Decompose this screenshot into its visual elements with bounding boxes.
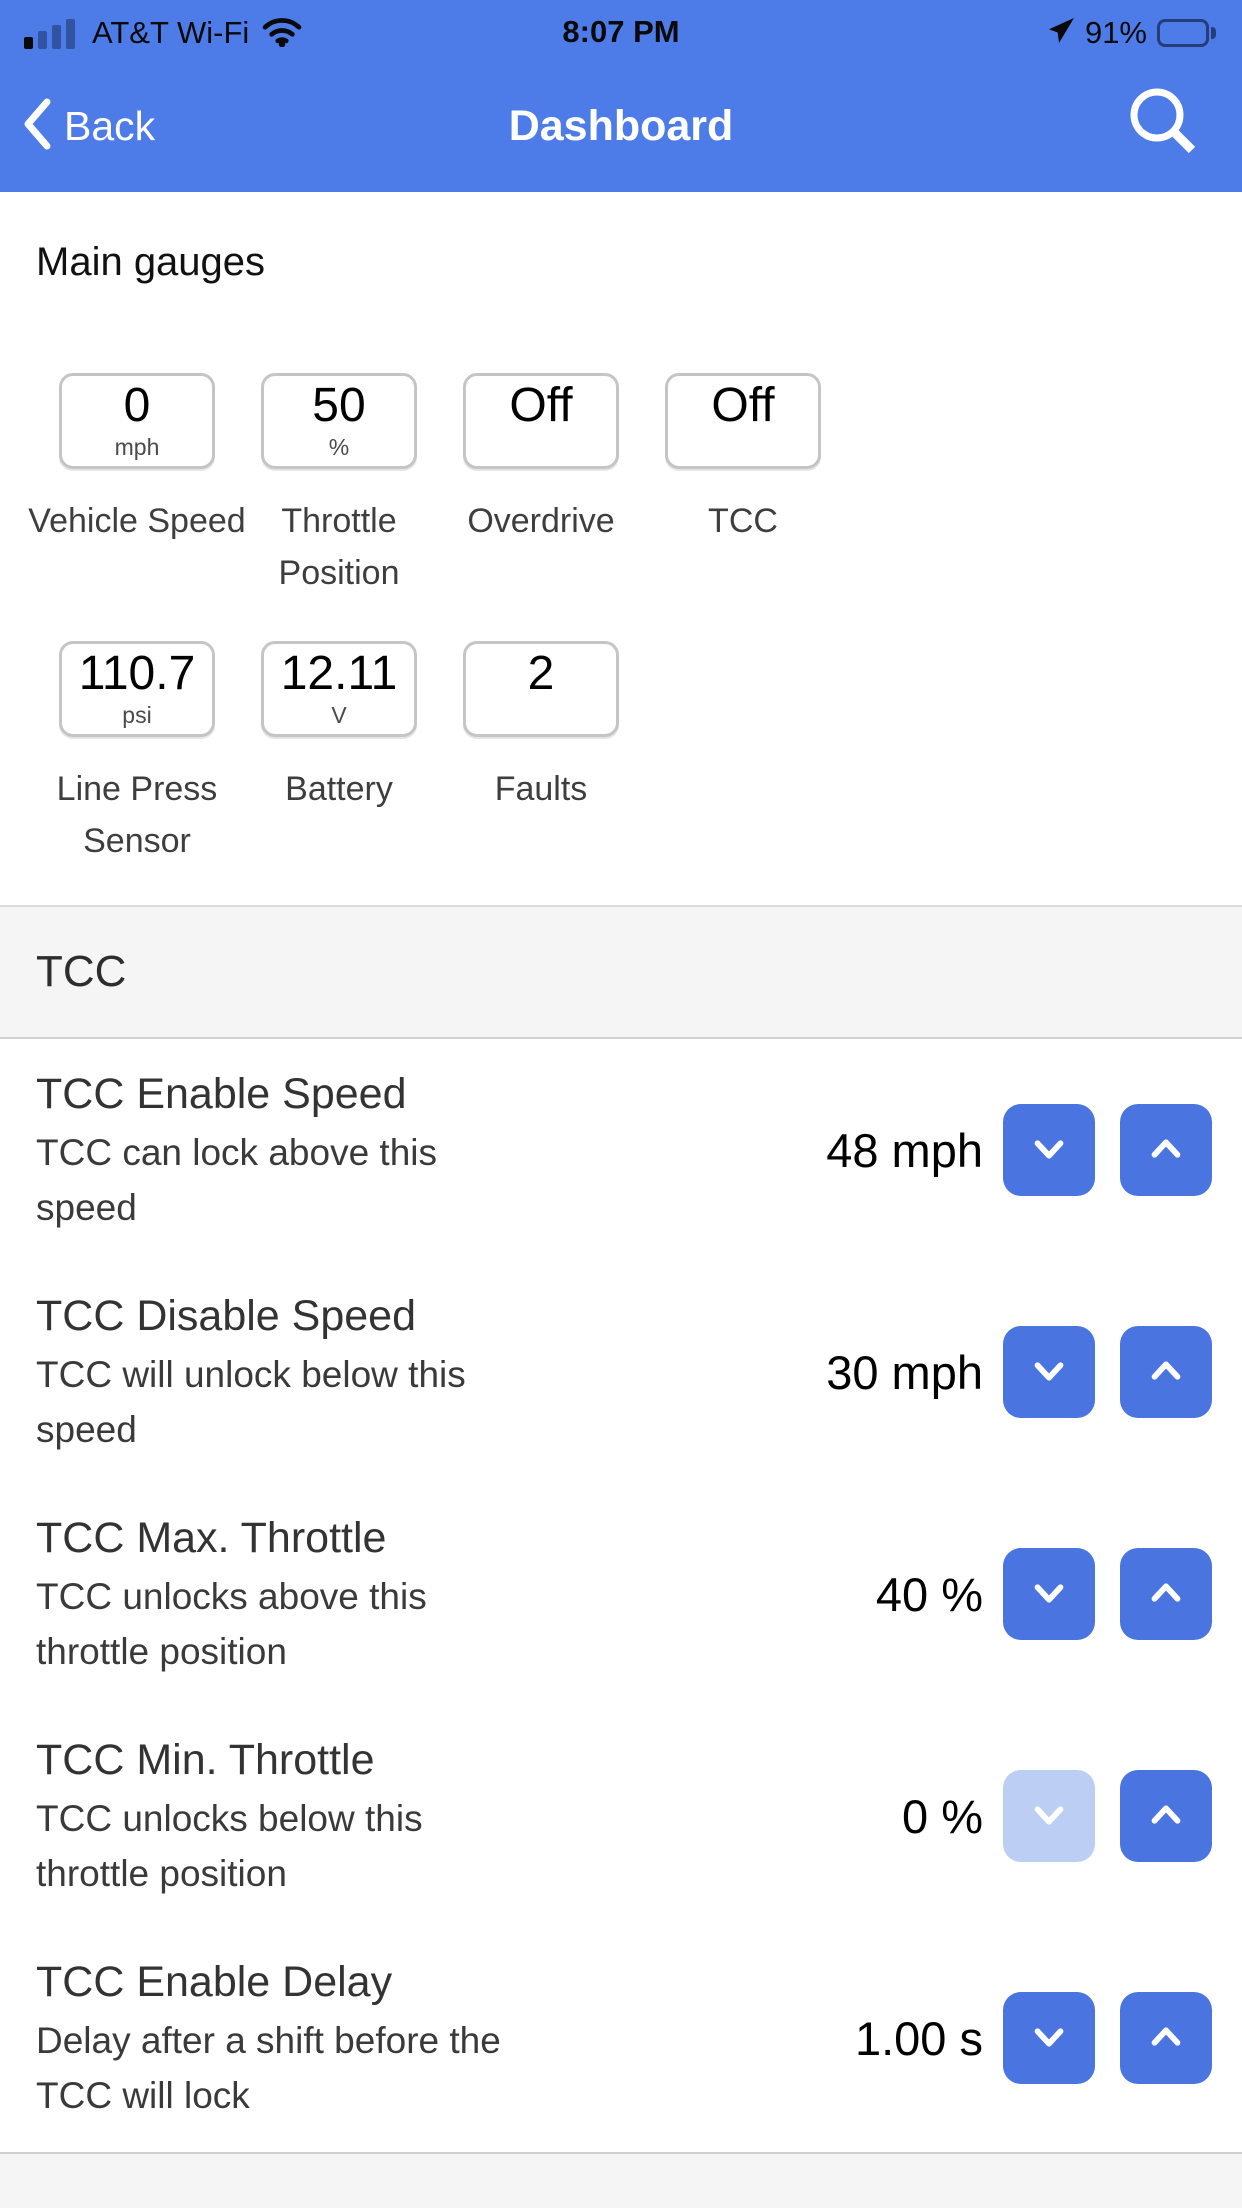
decrement-button-disabled[interactable] bbox=[1003, 1770, 1095, 1862]
decrement-button[interactable] bbox=[1003, 1548, 1095, 1640]
gauge-value: Off bbox=[711, 379, 775, 432]
gauge-battery: 12.11 V Battery bbox=[238, 641, 440, 867]
gauge-faults: 2 Faults bbox=[440, 641, 642, 867]
gauge-label: Line Press Sensor bbox=[56, 770, 218, 860]
gauge-unit: mph bbox=[114, 434, 160, 460]
setting-title: TCC Max. Throttle bbox=[36, 1514, 387, 1562]
location-arrow-icon bbox=[1048, 17, 1075, 49]
page-title: Dashboard bbox=[508, 101, 734, 150]
chevron-up-icon bbox=[1143, 2014, 1189, 2063]
wifi-icon bbox=[261, 15, 303, 52]
back-button[interactable]: Back bbox=[22, 97, 155, 156]
gauge-grid: 0 mph Vehicle Speed 50 % Throttle Positi… bbox=[0, 373, 1242, 867]
battery-icon bbox=[1157, 19, 1216, 47]
status-bar: AT&T Wi-Fi 8:07 PM 91% bbox=[0, 0, 1242, 60]
carrier-label: AT&T Wi-Fi bbox=[92, 15, 250, 50]
gauge-box: 0 mph bbox=[59, 373, 215, 469]
gauge-vehicle-speed: 0 mph Vehicle Speed bbox=[28, 373, 246, 599]
chevron-down-icon bbox=[1026, 1570, 1072, 1619]
chevron-down-icon bbox=[1026, 1792, 1072, 1841]
gauge-unit: % bbox=[328, 434, 350, 460]
chevron-up-icon bbox=[1143, 1792, 1189, 1841]
setting-description: Delay after a shift before the TCC will … bbox=[36, 2020, 501, 2116]
chevron-up-icon bbox=[1143, 1348, 1189, 1397]
gauge-value: 110.7 bbox=[78, 647, 196, 700]
setting-row-tcc-disable-speed: TCC Disable Speed TCC will unlock below … bbox=[0, 1261, 1242, 1483]
setting-description: TCC will unlock below this speed bbox=[36, 1354, 466, 1450]
increment-button[interactable] bbox=[1120, 1548, 1212, 1640]
setting-row-tcc-enable-speed: TCC Enable Speed TCC can lock above this… bbox=[0, 1039, 1242, 1261]
decrement-button[interactable] bbox=[1003, 1326, 1095, 1418]
gauge-throttle-position: 50 % Throttle Position bbox=[238, 373, 440, 599]
cellular-signal-icon bbox=[24, 17, 80, 49]
gauge-box: 110.7 psi bbox=[59, 641, 215, 737]
gauge-value: 0 bbox=[123, 379, 151, 432]
gauge-box: 12.11 V bbox=[261, 641, 417, 737]
setting-value: 0 % bbox=[902, 1789, 983, 1843]
setting-row-tcc-enable-delay: TCC Enable Delay Delay after a shift bef… bbox=[0, 1927, 1242, 2149]
setting-title: TCC Min. Throttle bbox=[36, 1736, 375, 1784]
decrement-button[interactable] bbox=[1003, 1104, 1095, 1196]
search-button[interactable] bbox=[1126, 84, 1200, 163]
setting-description: TCC unlocks above this throttle position bbox=[36, 1576, 427, 1672]
gauge-unit: V bbox=[331, 702, 347, 728]
gauge-label: Vehicle Speed bbox=[28, 502, 246, 540]
setting-value: 1.00 s bbox=[854, 2011, 983, 2065]
gauge-value: 50 bbox=[312, 379, 366, 432]
setting-description: TCC unlocks below this throttle position bbox=[36, 1798, 423, 1894]
next-section-band bbox=[0, 2152, 1242, 2208]
gauge-overdrive: Off Overdrive bbox=[440, 373, 642, 599]
gauge-value: 12.11 bbox=[280, 647, 398, 700]
chevron-down-icon bbox=[1026, 1126, 1072, 1175]
back-button-label: Back bbox=[64, 102, 156, 149]
gauge-box: 50 % bbox=[261, 373, 417, 469]
setting-row-tcc-min-throttle: TCC Min. Throttle TCC unlocks below this… bbox=[0, 1705, 1242, 1927]
gauge-box: 2 bbox=[463, 641, 619, 737]
setting-value: 48 mph bbox=[826, 1123, 983, 1177]
gauge-unit: psi bbox=[122, 702, 152, 728]
setting-value: 30 mph bbox=[826, 1345, 983, 1399]
setting-title: TCC Enable Speed bbox=[36, 1070, 407, 1118]
top-chrome: AT&T Wi-Fi 8:07 PM 91% bbox=[0, 0, 1242, 192]
gauge-label: Throttle Position bbox=[278, 502, 400, 592]
tcc-section-header: TCC bbox=[0, 905, 1242, 1039]
gauge-box: Off bbox=[463, 373, 619, 469]
status-right: 91% bbox=[1048, 15, 1216, 51]
increment-button[interactable] bbox=[1120, 1992, 1212, 2084]
chevron-up-icon bbox=[1143, 1126, 1189, 1175]
increment-button[interactable] bbox=[1120, 1326, 1212, 1418]
setting-title: TCC Disable Speed bbox=[36, 1292, 417, 1340]
gauge-tcc: Off TCC bbox=[642, 373, 844, 599]
chevron-down-icon bbox=[1026, 2014, 1072, 2063]
decrement-button[interactable] bbox=[1003, 1992, 1095, 2084]
search-icon bbox=[1126, 88, 1200, 162]
gauge-label: Faults bbox=[494, 770, 588, 808]
gauge-value: 2 bbox=[527, 647, 555, 700]
status-left: AT&T Wi-Fi bbox=[24, 15, 303, 52]
chevron-down-icon bbox=[1026, 1348, 1072, 1397]
chevron-left-icon bbox=[22, 97, 52, 156]
setting-title: TCC Enable Delay bbox=[36, 1958, 393, 2006]
gauge-label: Overdrive bbox=[467, 502, 615, 540]
gauge-line-press-sensor: 110.7 psi Line Press Sensor bbox=[36, 641, 238, 867]
setting-description: TCC can lock above this speed bbox=[36, 1132, 438, 1228]
gauge-label: Battery bbox=[285, 770, 393, 808]
increment-button[interactable] bbox=[1120, 1104, 1212, 1196]
increment-button[interactable] bbox=[1120, 1770, 1212, 1862]
gauge-box: Off bbox=[665, 373, 821, 469]
gauge-value: Off bbox=[509, 379, 573, 432]
chevron-up-icon bbox=[1143, 1570, 1189, 1619]
battery-percent-label: 91% bbox=[1084, 15, 1147, 50]
nav-bar: Back Dashboard bbox=[0, 60, 1242, 192]
gauge-label: TCC bbox=[708, 502, 778, 540]
setting-row-tcc-max-throttle: TCC Max. Throttle TCC unlocks above this… bbox=[0, 1483, 1242, 1705]
setting-value: 40 % bbox=[875, 1567, 983, 1621]
gauges-section-title: Main gauges bbox=[36, 240, 266, 284]
